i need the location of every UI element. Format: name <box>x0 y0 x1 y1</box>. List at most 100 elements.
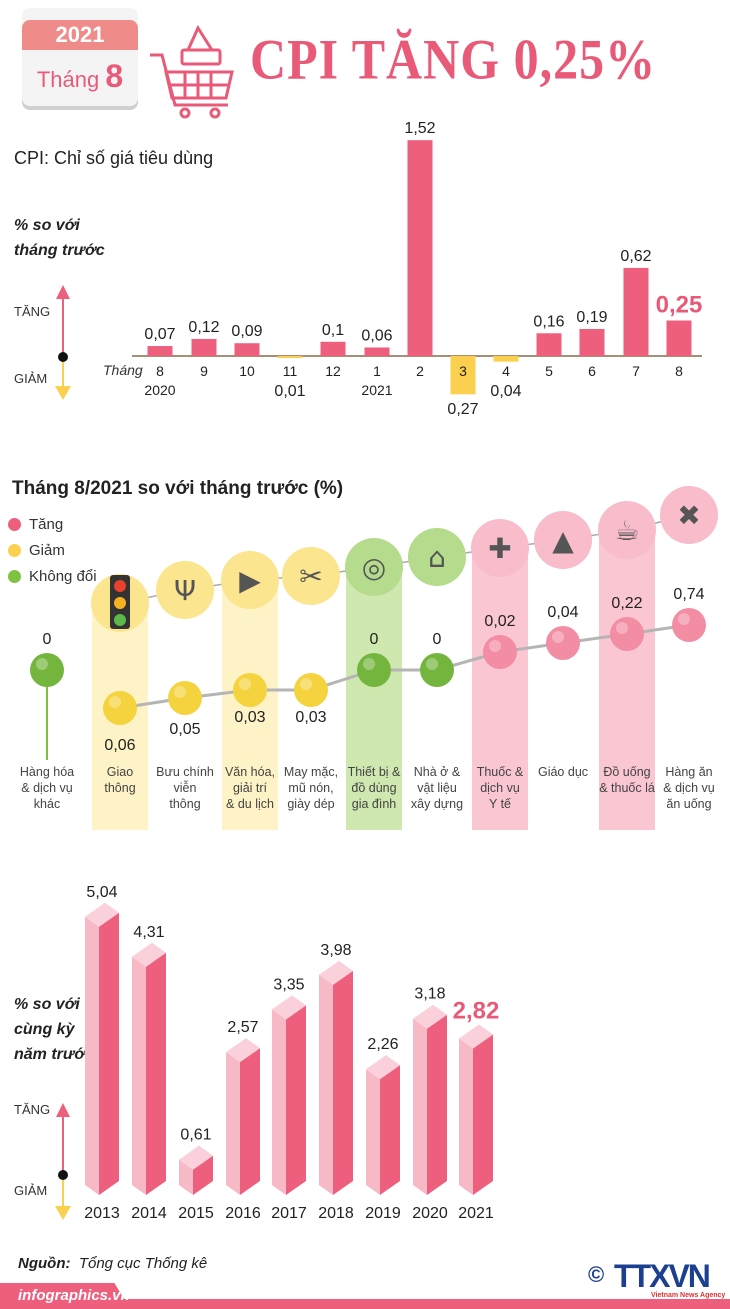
chart3-up-arrowhead <box>56 1103 70 1117</box>
dot-connector-line <box>119 623 690 710</box>
chart3-bar-right-face <box>333 970 353 1195</box>
calendar-month-label: Tháng <box>36 67 100 92</box>
calendar-icon: 2021 Tháng 8 <box>22 8 138 106</box>
category-value-label: 0,03 <box>234 709 265 726</box>
antenna-tower-icon-glyph: Ψ <box>174 574 196 607</box>
chart3-bar-left-face <box>226 1052 240 1195</box>
chart1-year-label: 2021 <box>361 382 392 398</box>
dot-highlight <box>109 696 121 708</box>
legend-dot <box>8 518 21 531</box>
category-value-label: 0,04 <box>547 604 578 621</box>
chart1-bar <box>320 341 346 356</box>
legend-dot <box>8 570 21 583</box>
chart3-bar-top-face <box>132 942 166 967</box>
chart3-year-label: 2016 <box>225 1205 261 1222</box>
legend-label: Tăng <box>29 516 64 533</box>
chart3-bar-right-face <box>286 1005 306 1195</box>
chart3-value-label: 2,57 <box>227 1019 258 1036</box>
highlight-column <box>472 548 528 830</box>
category-dot-increase <box>483 635 517 669</box>
legend-label: Không đổi <box>29 568 97 585</box>
chart3-bar-left-face <box>366 1069 380 1195</box>
chart1-bar <box>407 140 433 356</box>
traffic-light-lamp <box>114 614 126 626</box>
chart1-monthly-cpi: 0,07 8 2020 0,12 9 0,09 10 0,01 11 0,1 12 0,06 1 2021… <box>55 120 703 418</box>
chart1-month-label: 6 <box>588 363 596 379</box>
legend-item-increase: Tăng <box>8 516 97 533</box>
category-value-label: 0,05 <box>169 721 200 738</box>
chart3-year-label: 2019 <box>365 1205 401 1222</box>
chart1-value-label: 0,01 <box>274 383 305 400</box>
chart1-month-label: 10 <box>239 363 255 379</box>
chart1-ylabel: % so với tháng trước <box>14 217 105 259</box>
chart3-value-label: 4,31 <box>133 924 164 941</box>
chart1-subtitle: CPI: Chỉ số giá tiêu dùng <box>14 148 214 168</box>
category-value-label: 0,02 <box>484 613 515 630</box>
chart3-bar-right-face <box>473 1034 493 1195</box>
category-dot-unchanged <box>357 653 391 687</box>
chart1-bar <box>191 338 217 356</box>
clothes-shoes-icon-glyph: ✂ <box>299 560 322 593</box>
category-label: Đồ uống & thuốc lá <box>599 765 655 795</box>
film-clapper-icon <box>221 551 279 609</box>
antenna-tower-icon <box>156 561 214 619</box>
chart1-value-label: 0,62 <box>620 248 651 265</box>
legend-item-unchanged: Không đổi <box>8 568 97 585</box>
washing-machine-icon <box>345 538 403 596</box>
chart3-year-label: 2014 <box>131 1205 167 1222</box>
chart1-bar <box>450 356 476 395</box>
chart3-bar-right-face <box>99 912 119 1195</box>
chart3-bar-right-face <box>240 1048 260 1195</box>
chart3-value-label: 5,04 <box>86 884 117 901</box>
chart1-value-label: 0,04 <box>490 383 521 400</box>
chart3-bar-right-face <box>427 1014 447 1195</box>
chart3-year-label: 2020 <box>412 1205 448 1222</box>
chart1-month-label: 2 <box>416 363 424 379</box>
site-link[interactable]: infographics.vn <box>18 1287 130 1304</box>
chart1-down-label: GIẢM <box>14 371 48 386</box>
chart1-value-label: 0,09 <box>231 323 262 340</box>
dot-highlight <box>300 678 312 690</box>
chart3-bar-right-face <box>193 1155 213 1195</box>
category-label: Thiết bị & đồ dùng gia đình <box>347 765 401 811</box>
chart1-month-label: 9 <box>200 363 208 379</box>
chart1-month-label: 4 <box>502 363 510 379</box>
highlight-column <box>346 567 402 830</box>
chart3-value-label: 3,35 <box>273 976 304 993</box>
legend-label: Giảm <box>29 542 65 559</box>
chart3-bar-top-face <box>366 1055 400 1080</box>
chart3-bar-left-face <box>459 1038 473 1195</box>
chart3-value-label: 0,61 <box>180 1127 211 1144</box>
chart3-value-label: 3,18 <box>414 986 445 1003</box>
chart1-bar <box>364 347 390 356</box>
shopping-cart-icon <box>150 24 234 119</box>
dot-highlight <box>36 658 48 670</box>
chart1-bar <box>234 343 260 356</box>
category-label: Hàng ăn & dịch vụ ăn uống <box>663 765 715 811</box>
chart3-value-label: 2,26 <box>367 1036 398 1053</box>
chart1-year-label: 2020 <box>144 382 175 398</box>
category-label: May mặc, mũ nón, giày dép <box>283 765 339 811</box>
source-text: Tổng cục Thống kê <box>78 1255 208 1272</box>
category-value-label: 0 <box>43 631 52 648</box>
category-dot-decrease <box>233 673 267 707</box>
chart3-bar-left-face <box>85 916 99 1195</box>
chart3-down-label: GIẢM <box>14 1183 48 1198</box>
dot-highlight <box>489 640 501 652</box>
category-value-label: 0,06 <box>104 737 135 754</box>
chart1-month-label: 8 <box>156 363 164 379</box>
chart1-month-label: 12 <box>325 363 341 379</box>
house-icon-glyph: ⌂ <box>428 541 446 574</box>
chart3-bar-top-face <box>413 1004 447 1029</box>
chart1-month-prefix: Tháng <box>103 362 143 378</box>
drink-cigarettes-icon <box>598 501 656 559</box>
food-plate-icon-glyph: ✖ <box>677 499 700 532</box>
chart1-up-label: TĂNG <box>14 304 51 319</box>
chart3-value-label: 3,98 <box>320 942 351 959</box>
chart3-zero-dot <box>58 1170 68 1180</box>
chart1-value-label: 0,25 <box>656 292 703 319</box>
calendar-month: 8 <box>105 58 124 94</box>
highlight-column <box>599 530 655 830</box>
traffic-light-lamp <box>114 580 126 592</box>
